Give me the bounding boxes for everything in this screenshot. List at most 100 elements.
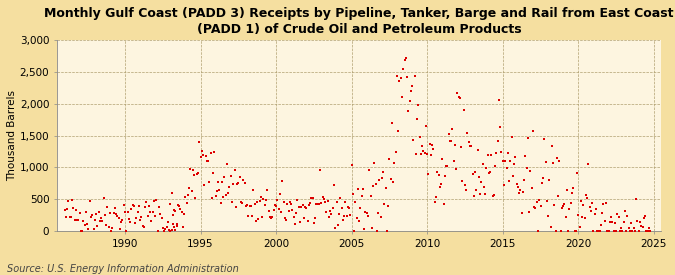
Point	[304, 203, 315, 207]
Point	[229, 168, 240, 172]
Point	[406, 84, 417, 88]
Point	[467, 172, 478, 176]
Point	[60, 214, 71, 219]
Point	[173, 203, 184, 207]
Point	[486, 153, 497, 158]
Point	[570, 229, 581, 233]
Point	[388, 180, 399, 184]
Point	[296, 205, 306, 209]
Point	[535, 204, 546, 208]
Point	[63, 199, 74, 203]
Point	[151, 198, 162, 202]
Point	[496, 150, 507, 154]
Point	[294, 219, 305, 224]
Point	[202, 158, 213, 163]
Point	[132, 210, 143, 214]
Point	[524, 210, 535, 215]
Point	[394, 79, 405, 84]
Point	[160, 227, 171, 231]
Point	[319, 197, 329, 201]
Point	[439, 174, 450, 179]
Point	[345, 213, 356, 218]
Point	[313, 201, 324, 206]
Point	[302, 218, 313, 223]
Point	[594, 229, 605, 233]
Point	[443, 132, 454, 137]
Point	[370, 182, 381, 186]
Point	[80, 210, 91, 214]
Point	[210, 194, 221, 198]
Point	[537, 180, 547, 185]
Point	[553, 194, 564, 198]
Point	[450, 142, 460, 147]
Point	[285, 199, 296, 204]
Point	[627, 229, 638, 233]
Point	[166, 228, 177, 232]
Point	[74, 211, 85, 215]
Point	[290, 222, 300, 227]
Point	[230, 205, 241, 209]
Point	[338, 218, 348, 222]
Point	[331, 200, 342, 204]
Point	[460, 183, 470, 188]
Point	[351, 216, 362, 221]
Point	[157, 226, 168, 230]
Point	[530, 206, 541, 210]
Point	[182, 193, 193, 197]
Point	[250, 219, 261, 223]
Point	[346, 163, 357, 167]
Point	[428, 147, 439, 151]
Point	[554, 159, 565, 164]
Point	[119, 210, 130, 214]
Point	[189, 172, 200, 177]
Point	[492, 139, 503, 143]
Point	[344, 206, 354, 211]
Point	[605, 215, 616, 219]
Point	[642, 229, 653, 233]
Point	[431, 195, 441, 199]
Point	[141, 200, 152, 204]
Point	[297, 203, 308, 207]
Point	[433, 173, 444, 177]
Point	[101, 223, 111, 227]
Point	[612, 212, 623, 216]
Point	[425, 153, 436, 157]
Point	[217, 180, 227, 185]
Point	[447, 127, 458, 132]
Point	[545, 224, 556, 229]
Point	[277, 179, 288, 183]
Point	[219, 175, 230, 180]
Point	[169, 208, 180, 212]
Point	[611, 229, 622, 233]
Point	[136, 215, 146, 219]
Point	[593, 229, 604, 233]
Point	[427, 143, 437, 148]
Point	[400, 56, 411, 60]
Point	[490, 163, 501, 168]
Point	[97, 219, 108, 223]
Point	[566, 190, 577, 195]
Point	[406, 89, 416, 93]
Point	[320, 200, 331, 204]
Point	[256, 195, 267, 199]
Point	[163, 228, 174, 232]
Point	[482, 153, 493, 157]
Point	[491, 151, 502, 156]
Point	[77, 229, 88, 233]
Point	[137, 224, 148, 228]
Point	[502, 151, 513, 155]
Point	[254, 199, 265, 203]
Point	[335, 196, 346, 200]
Point	[464, 144, 475, 148]
Point	[564, 207, 575, 211]
Point	[562, 188, 572, 192]
Point	[267, 215, 277, 219]
Point	[323, 199, 333, 203]
Point	[528, 128, 539, 133]
Point	[329, 183, 340, 188]
Point	[169, 224, 180, 229]
Point	[410, 152, 421, 156]
Point	[630, 229, 641, 233]
Point	[375, 215, 386, 219]
Point	[497, 159, 508, 164]
